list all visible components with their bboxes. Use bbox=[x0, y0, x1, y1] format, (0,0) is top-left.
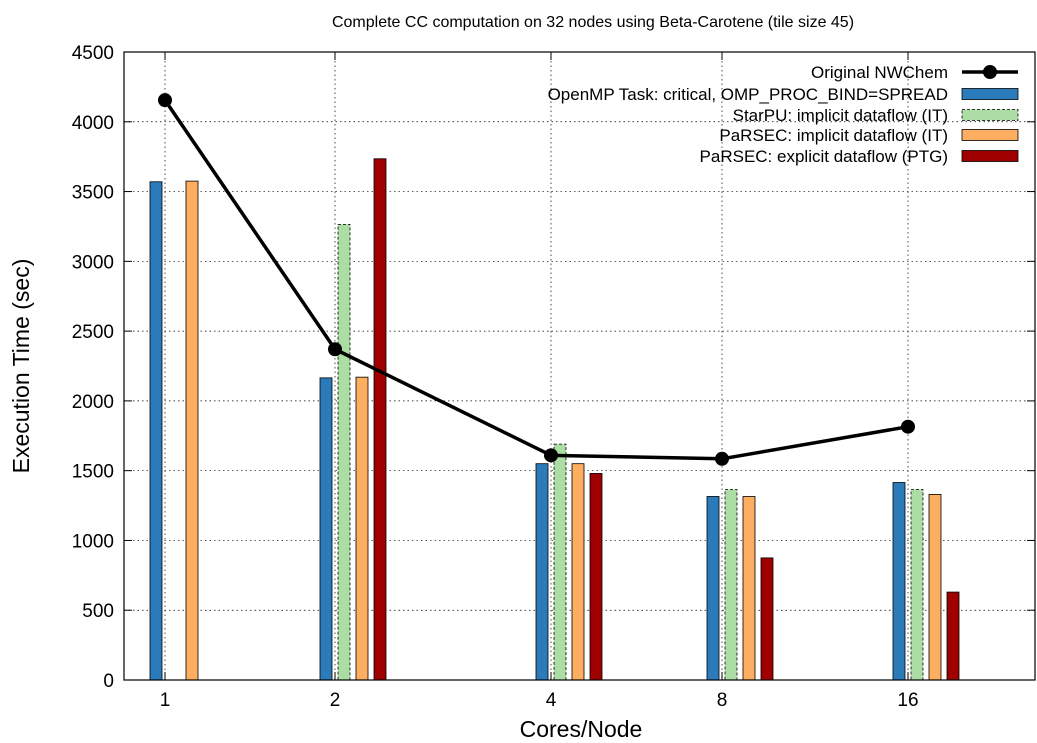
bar bbox=[742, 496, 756, 681]
bar bbox=[149, 181, 163, 681]
bar bbox=[185, 180, 199, 681]
line-series bbox=[158, 93, 915, 466]
legend-swatch bbox=[961, 88, 1019, 100]
legend-label: Original NWChem bbox=[811, 63, 948, 82]
bar bbox=[553, 443, 567, 681]
chart-title: Complete CC computation on 32 nodes usin… bbox=[332, 14, 854, 31]
bar bbox=[706, 496, 720, 681]
y-tick-label: 3500 bbox=[72, 183, 114, 204]
legend-swatch bbox=[961, 129, 1019, 141]
bar bbox=[946, 591, 960, 681]
bar bbox=[571, 463, 585, 681]
x-axis-label: Cores/Node bbox=[520, 716, 643, 742]
x-tick-label: 2 bbox=[330, 690, 341, 711]
line-point bbox=[328, 342, 342, 357]
y-tick-label: 1500 bbox=[72, 462, 114, 483]
bars bbox=[149, 158, 960, 681]
bar bbox=[892, 482, 906, 681]
x-tick-label: 8 bbox=[717, 690, 728, 711]
bar bbox=[355, 376, 369, 681]
bar bbox=[910, 489, 924, 681]
line-point bbox=[158, 93, 172, 108]
legend-label: OpenMP Task: critical, OMP_PROC_BIND=SPR… bbox=[548, 85, 948, 104]
x-tick-label: 4 bbox=[546, 690, 557, 711]
y-axis-label: Execution Time (sec) bbox=[8, 259, 34, 474]
x-tick-label: 1 bbox=[160, 690, 171, 711]
line-point bbox=[715, 451, 729, 466]
legend-label: PaRSEC: implicit dataflow (IT) bbox=[719, 126, 948, 145]
plot-frame bbox=[123, 51, 1036, 681]
x-tick-label: 16 bbox=[897, 690, 918, 711]
bar bbox=[337, 223, 351, 681]
y-tick-label: 2000 bbox=[72, 392, 114, 413]
bar bbox=[373, 158, 387, 681]
legend-label: PaRSEC: explicit dataflow (PTG) bbox=[700, 147, 948, 166]
bar bbox=[535, 463, 549, 681]
y-tick-label: 1000 bbox=[72, 531, 114, 552]
bar bbox=[724, 489, 738, 681]
legend: Original NWChem OpenMP Task: critical, OM… bbox=[548, 63, 1019, 166]
y-tick-label: 500 bbox=[82, 601, 114, 622]
axes: 0 500 1000 1500 2000 2500 3000 3500 4000 4500 1 2 4 8… bbox=[72, 43, 1035, 711]
bar bbox=[760, 557, 774, 681]
bar bbox=[928, 493, 942, 681]
y-tick-label: 4500 bbox=[72, 43, 114, 64]
legend-swatch bbox=[961, 109, 1019, 121]
legend-marker bbox=[983, 65, 997, 79]
bar bbox=[319, 377, 333, 681]
y-tick-label: 3000 bbox=[72, 252, 114, 273]
line-point bbox=[901, 419, 915, 434]
y-tick-label: 0 bbox=[103, 671, 114, 692]
legend-swatch bbox=[961, 150, 1019, 162]
bar bbox=[589, 473, 603, 681]
y-tick-label: 2500 bbox=[72, 322, 114, 343]
legend-label: StarPU: implicit dataflow (IT) bbox=[733, 106, 948, 125]
line-point bbox=[544, 448, 558, 463]
y-tick-label: 4000 bbox=[72, 113, 114, 134]
